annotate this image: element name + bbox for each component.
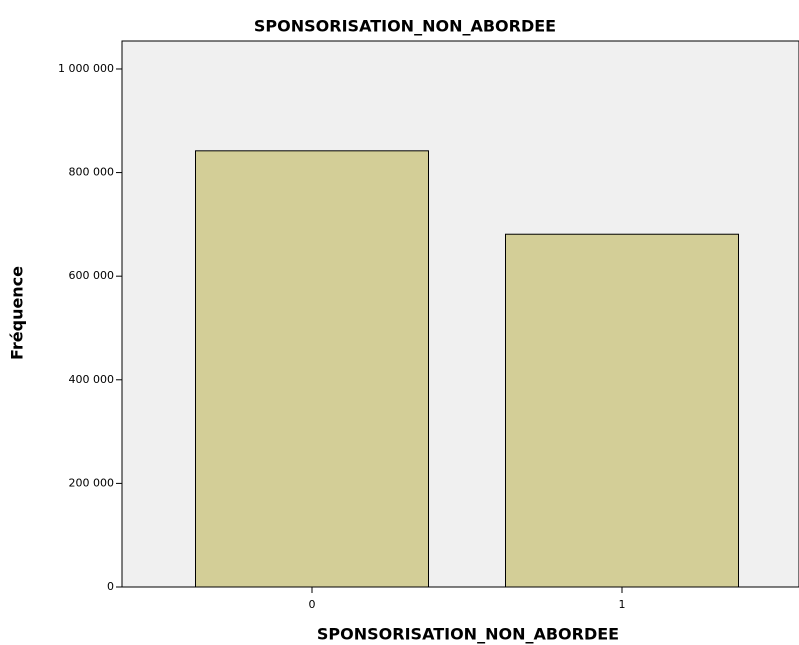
y-tick-label: 0 [107, 580, 114, 593]
x-tick-label: 1 [619, 598, 626, 611]
y-axis-title: Fréquence [8, 266, 27, 360]
bar [195, 150, 429, 588]
chart-title: SPONSORISATION_NON_ABORDEE [254, 17, 556, 36]
x-axis-title: SPONSORISATION_NON_ABORDEE [317, 625, 619, 644]
x-tick-label: 0 [309, 598, 316, 611]
y-tick-label: 200 000 [69, 476, 115, 489]
y-tick-label: 400 000 [69, 373, 115, 386]
y-tick-label: 1 000 000 [58, 62, 114, 75]
y-tick-label: 800 000 [69, 166, 115, 179]
y-tick-label: 600 000 [69, 269, 115, 282]
bar [505, 233, 739, 588]
